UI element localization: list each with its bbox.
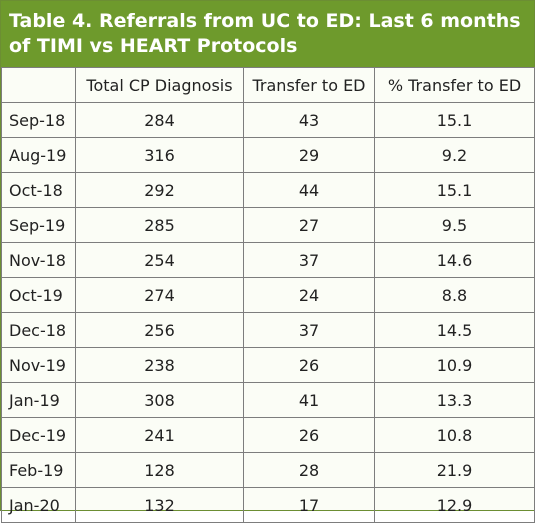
- table-row: Nov-18 254 37 14.6: [1, 242, 535, 278]
- table-row: Oct-19 274 24 8.8: [1, 277, 535, 313]
- table-row: Jan-19 308 41 13.3: [1, 382, 535, 418]
- transfer-to-ed-cell: 37: [243, 242, 375, 278]
- header-row: Total CP Diagnosis Transfer to ED % Tran…: [1, 67, 535, 103]
- table-row: Nov-19 238 26 10.9: [1, 347, 535, 383]
- table-row: Aug-19 316 29 9.2: [1, 137, 535, 173]
- percent-transfer-cell: 15.1: [374, 102, 535, 138]
- total-cp-diagnosis-cell: 274: [75, 277, 244, 313]
- total-cp-diagnosis-cell: 132: [75, 487, 244, 523]
- total-cp-diagnosis-cell: 316: [75, 137, 244, 173]
- transfer-to-ed-cell: 41: [243, 382, 375, 418]
- percent-transfer-cell: 8.8: [374, 277, 535, 313]
- table-row: Sep-18 284 43 15.1: [1, 102, 535, 138]
- percent-transfer-cell: 10.8: [374, 417, 535, 453]
- total-cp-diagnosis-cell: 256: [75, 312, 244, 348]
- total-cp-diagnosis-cell: 292: [75, 172, 244, 208]
- total-cp-diagnosis-cell: 285: [75, 207, 244, 243]
- transfer-to-ed-cell: 29: [243, 137, 375, 173]
- table-row: Jan-20 132 17 12.9: [1, 487, 535, 523]
- column-header-month: [1, 67, 76, 103]
- transfer-to-ed-cell: 37: [243, 312, 375, 348]
- month-cell: Aug-19: [1, 137, 76, 173]
- percent-transfer-cell: 13.3: [374, 382, 535, 418]
- percent-transfer-cell: 15.1: [374, 172, 535, 208]
- total-cp-diagnosis-cell: 254: [75, 242, 244, 278]
- month-cell: Sep-19: [1, 207, 76, 243]
- transfer-to-ed-cell: 27: [243, 207, 375, 243]
- percent-transfer-cell: 10.9: [374, 347, 535, 383]
- column-header-transfer-to-ed: Transfer to ED: [243, 67, 375, 103]
- month-cell: Dec-19: [1, 417, 76, 453]
- total-cp-diagnosis-cell: 238: [75, 347, 244, 383]
- month-cell: Oct-19: [1, 277, 76, 313]
- month-cell: Nov-18: [1, 242, 76, 278]
- transfer-to-ed-cell: 28: [243, 452, 375, 488]
- month-cell: Feb-19: [1, 452, 76, 488]
- month-cell: Nov-19: [1, 347, 76, 383]
- percent-transfer-cell: 9.5: [374, 207, 535, 243]
- percent-transfer-cell: 14.6: [374, 242, 535, 278]
- transfer-to-ed-cell: 43: [243, 102, 375, 138]
- percent-transfer-cell: 21.9: [374, 452, 535, 488]
- percent-transfer-cell: 12.9: [374, 487, 535, 523]
- percent-transfer-cell: 14.5: [374, 312, 535, 348]
- percent-transfer-cell: 9.2: [374, 137, 535, 173]
- month-cell: Dec-18: [1, 312, 76, 348]
- data-table: Total CP Diagnosis Transfer to ED % Tran…: [1, 67, 535, 523]
- transfer-to-ed-cell: 24: [243, 277, 375, 313]
- table-row: Feb-19 128 28 21.9: [1, 452, 535, 488]
- month-cell: Jan-19: [1, 382, 76, 418]
- column-header-percent-transfer-to-ed: % Transfer to ED: [374, 67, 535, 103]
- total-cp-diagnosis-cell: 128: [75, 452, 244, 488]
- transfer-to-ed-cell: 26: [243, 417, 375, 453]
- table-row: Oct-18 292 44 15.1: [1, 172, 535, 208]
- month-cell: Oct-18: [1, 172, 76, 208]
- column-header-total-cp-diagnosis: Total CP Diagnosis: [75, 67, 244, 103]
- table-row: Dec-19 241 26 10.8: [1, 417, 535, 453]
- transfer-to-ed-cell: 26: [243, 347, 375, 383]
- table-row: Sep-19 285 27 9.5: [1, 207, 535, 243]
- table-row: Dec-18 256 37 14.5: [1, 312, 535, 348]
- total-cp-diagnosis-cell: 284: [75, 102, 244, 138]
- total-cp-diagnosis-cell: 308: [75, 382, 244, 418]
- month-cell: Sep-18: [1, 102, 76, 138]
- transfer-to-ed-cell: 44: [243, 172, 375, 208]
- table-title: Table 4. Referrals from UC to ED: Last 6…: [1, 1, 534, 67]
- total-cp-diagnosis-cell: 241: [75, 417, 244, 453]
- transfer-to-ed-cell: 17: [243, 487, 375, 523]
- month-cell: Jan-20: [1, 487, 76, 523]
